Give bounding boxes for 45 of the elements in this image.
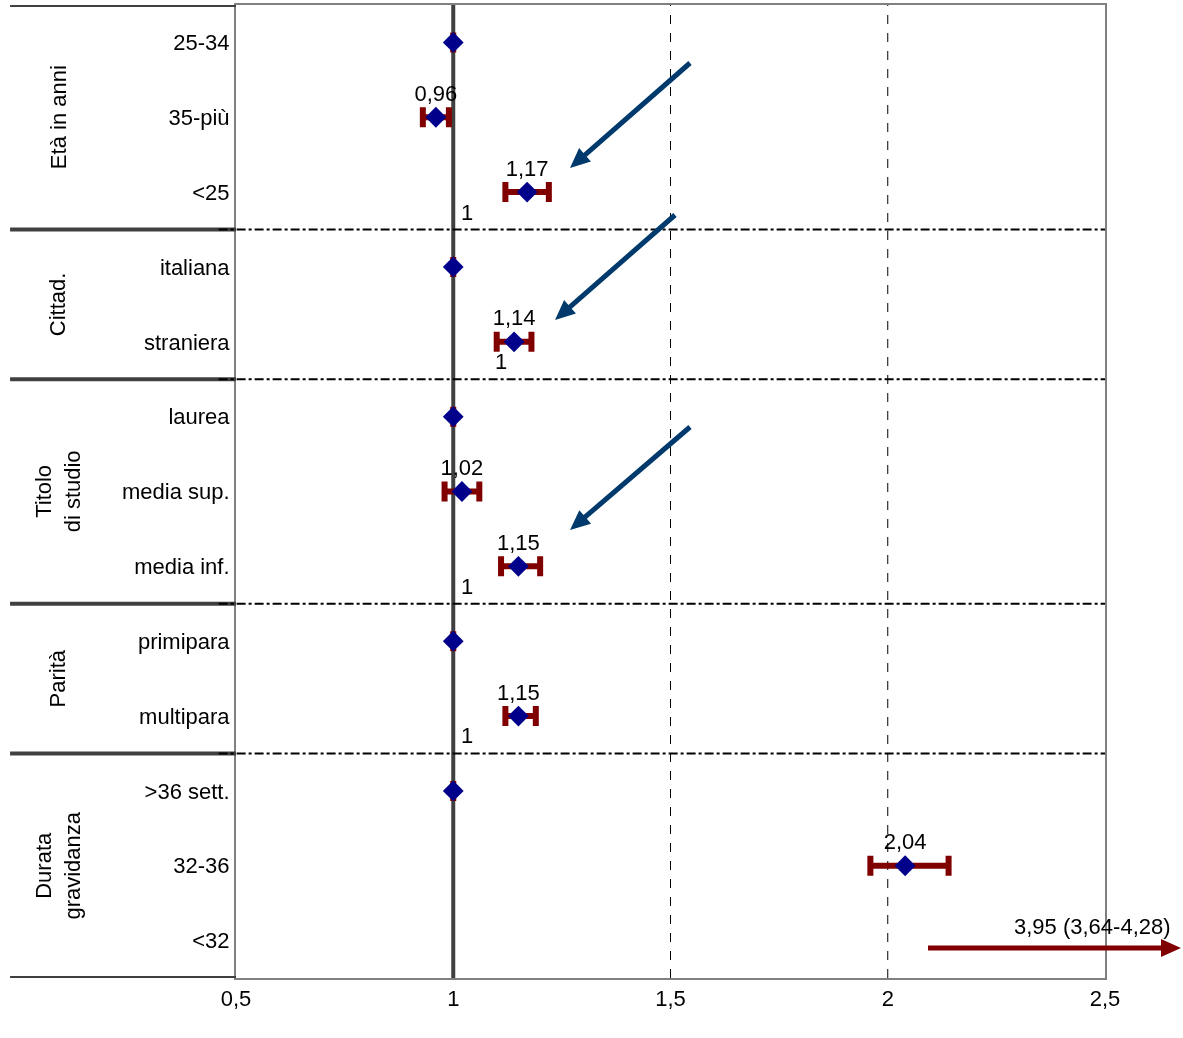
annotation: 3,95 (3,64-4,28) [1014,914,1171,939]
text: Durata gravidanza [31,811,85,920]
point [442,630,464,652]
y-tick-label: media inf. [134,554,230,580]
text: Età in anni [45,65,71,170]
point [508,705,529,727]
data-label: 1,15 [497,529,540,555]
point [442,780,464,802]
point [894,855,916,877]
annotation: 1 [461,723,474,748]
y-tick-label: media sup. [121,479,230,505]
y-tick-label: laurea [168,404,231,430]
annotation: 1 [495,349,508,374]
point [516,181,538,203]
x-tick-label: 1 [447,986,460,1012]
point [425,106,447,128]
y-tick-label: <25 [192,179,230,205]
y-tick-label: straniera [144,329,231,355]
point [442,32,464,53]
annotation: 1 [461,200,474,225]
data-label: 1,17 [505,155,549,181]
data-label: 1,15 [497,679,540,705]
point [442,406,464,428]
point [508,555,529,577]
data-label: 2,04 [883,829,927,855]
text: Cittad. [45,272,71,337]
data-label: 1,14 [492,305,536,331]
y-tick-label: >36 sett. [144,778,230,804]
point [442,256,464,278]
y-tick-label: multipara [139,703,231,729]
y-tick-label: 35-più [168,104,230,130]
x-tick-label: 1,5 [655,986,686,1012]
x-tick-label: 2 [881,986,894,1012]
x-tick-label: 0,5 [220,986,252,1012]
text: Parità [45,649,71,708]
point [451,481,473,502]
x-tick-label: 2,5 [1089,986,1121,1012]
text: Titolo di studio [31,450,85,533]
y-tick-label: 25-34 [173,30,230,56]
y-tick-label: 32-36 [173,853,230,879]
y-tick-label: primipara [137,628,231,654]
y-tick-label: italiana [159,254,231,280]
annotation: 1 [461,574,474,599]
point [503,331,525,353]
y-tick-label: <32 [192,928,230,954]
